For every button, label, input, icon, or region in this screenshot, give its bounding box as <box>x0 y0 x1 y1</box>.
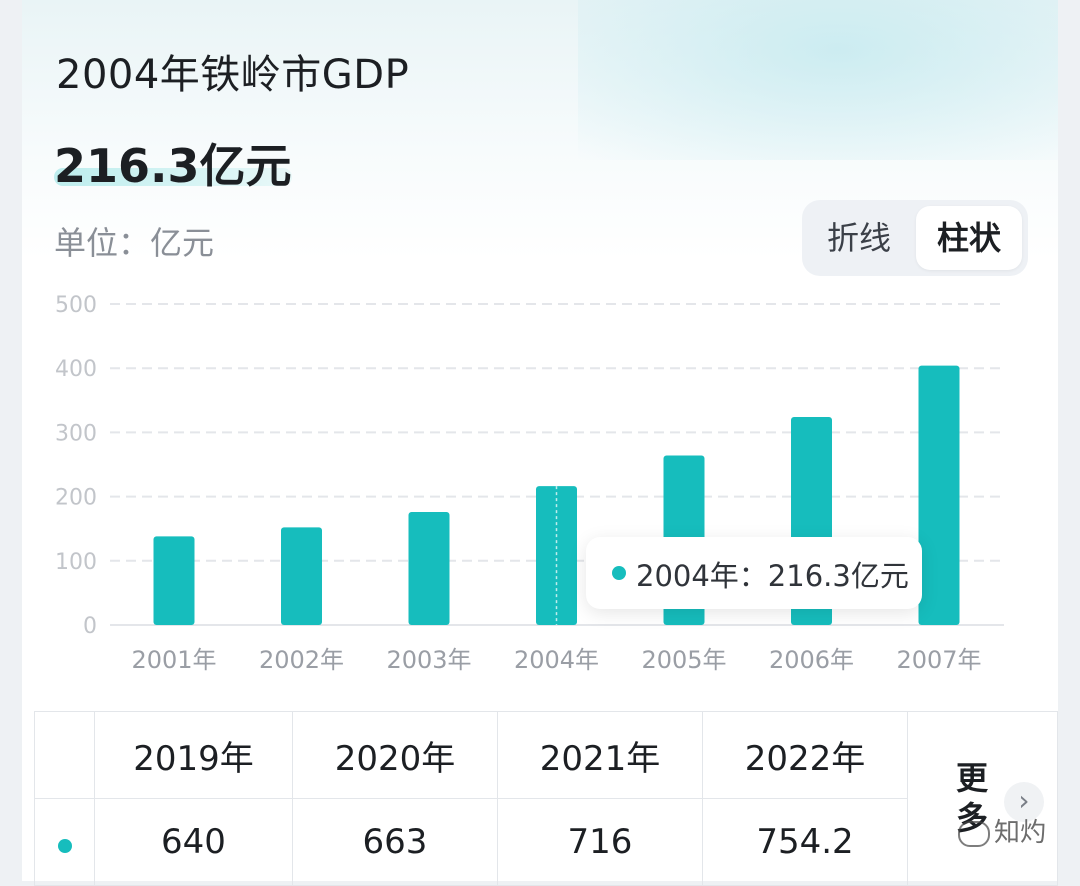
table-year-cell: 2020年 <box>292 711 498 799</box>
x-tick-label: 2006年 <box>769 646 854 674</box>
x-tick-label: 2005年 <box>641 646 726 674</box>
table-header-row: 2019年 2020年 2021年 2022年 更多 <box>34 711 1058 886</box>
chart-x-ticks: 2001年 2002年 2003年 2004年 2005年 2006年 2007年 <box>131 646 981 674</box>
recent-gdp-table: 2019年 2020年 2021年 2022年 更多 640 663 716 7… <box>34 711 1058 886</box>
table-value-cell: 663 <box>292 798 498 886</box>
bar[interactable] <box>408 512 450 625</box>
wechat-icon <box>958 820 990 847</box>
value-highlight <box>54 168 292 186</box>
page-title: 2004年铁岭市GDP <box>56 52 410 98</box>
bar[interactable] <box>536 486 577 625</box>
chart-tooltip: 2004年：216.3亿元 <box>586 537 922 609</box>
series-dot-cell <box>34 798 95 886</box>
bar[interactable] <box>153 536 195 625</box>
table-value-cell: 716 <box>497 798 703 886</box>
y-tick-label: 100 <box>55 550 97 575</box>
x-tick-label: 2004年 <box>514 646 599 674</box>
toggle-line-option[interactable]: 折线 <box>826 219 891 257</box>
table-row: 640 663 716 754.2 <box>34 798 1058 886</box>
table-value-cell: 754.2 <box>702 798 908 886</box>
y-tick-label: 0 <box>83 614 97 639</box>
tooltip-text: 2004年：216.3亿元 <box>636 559 909 593</box>
watermark: 知灼 <box>958 812 1046 849</box>
chart-type-toggle: 折线 柱状 <box>802 200 1028 276</box>
unit-label: 单位：亿元 <box>54 224 215 262</box>
table-year-cell: 2021年 <box>497 711 703 799</box>
y-tick-label: 200 <box>55 486 97 511</box>
y-tick-label: 400 <box>55 357 97 382</box>
chart-y-ticks: 0 100 200 300 400 500 <box>55 293 97 639</box>
tooltip-dot <box>612 566 626 580</box>
x-tick-label: 2007年 <box>896 646 981 674</box>
watermark-text: 知灼 <box>994 818 1047 848</box>
x-tick-label: 2001年 <box>131 646 216 674</box>
x-tick-label: 2003年 <box>386 646 471 674</box>
table-year-cell: 2022年 <box>702 711 908 799</box>
bar[interactable] <box>918 365 960 625</box>
series-dot-icon <box>57 839 72 853</box>
chevron-right-icon[interactable]: › <box>1004 782 1044 822</box>
table-corner-cell <box>34 711 95 799</box>
table-value-cell: 640 <box>94 798 293 886</box>
table-year-cell: 2019年 <box>94 711 293 799</box>
y-tick-label: 300 <box>55 421 97 446</box>
bar[interactable] <box>281 527 322 625</box>
gdp-value: 216.3亿元 <box>54 139 292 193</box>
toggle-bar-option[interactable]: 柱状 <box>916 206 1022 270</box>
x-tick-label: 2002年 <box>259 646 344 674</box>
y-tick-label: 500 <box>55 293 97 318</box>
